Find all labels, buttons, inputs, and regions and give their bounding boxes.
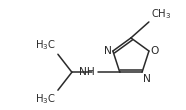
Text: NH: NH	[79, 67, 95, 77]
Text: N: N	[143, 74, 151, 84]
Text: H$_3$C: H$_3$C	[35, 92, 56, 106]
Text: CH$_3$: CH$_3$	[151, 7, 171, 21]
Text: H$_3$C: H$_3$C	[35, 38, 56, 52]
Text: O: O	[150, 46, 159, 56]
Text: N: N	[104, 46, 111, 56]
